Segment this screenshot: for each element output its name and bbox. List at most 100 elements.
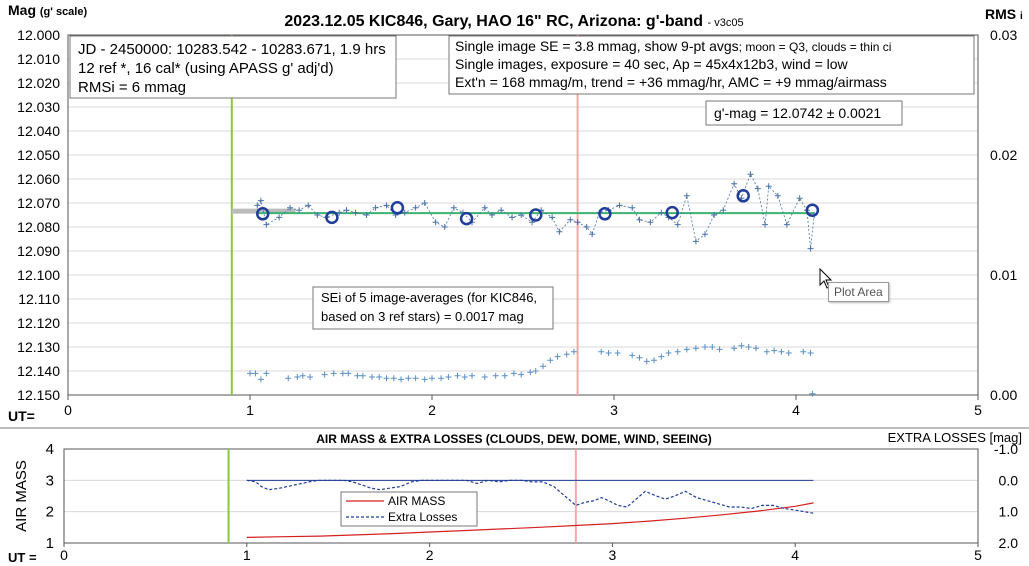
bottom-y-tick-label: 4 [46, 441, 54, 458]
rmsi-point [429, 375, 435, 382]
rmsi-point [771, 347, 778, 354]
rmsi-point [252, 370, 259, 377]
single-image-point [481, 204, 488, 211]
top-y2-tick-label: 0.03 [990, 27, 1017, 43]
rmsi-point [554, 353, 561, 360]
rmsi-point [702, 344, 708, 350]
single-image-point [556, 228, 563, 235]
rmsi-point [330, 370, 337, 377]
single-image-point [783, 221, 790, 228]
single-image-series [254, 171, 818, 252]
top-x-tick-label: 4 [792, 402, 800, 418]
average-point [255, 207, 270, 221]
rmsi-point [598, 348, 605, 355]
rmsi-point [716, 346, 723, 353]
top-y2-axis-title: RMS i [985, 6, 1023, 22]
average-point [598, 207, 612, 221]
single-image-point [372, 204, 379, 211]
average-point [736, 189, 750, 203]
single-image-point [498, 207, 505, 214]
gmag-box [705, 100, 903, 126]
single-image-point [489, 212, 496, 218]
single-image-point [287, 204, 294, 211]
average-point [390, 201, 405, 215]
info-exposure: Single images, exposure = 40 sec, Ap = 4… [455, 56, 849, 72]
rmsi-point [605, 350, 612, 356]
top-y-tick-label: 12.020 [17, 75, 60, 91]
mean-mag-line [231, 208, 815, 215]
rmsi-point [368, 374, 375, 380]
single-image-point [401, 209, 408, 216]
rmsi-point [454, 372, 461, 379]
plot-area-tooltip: Plot Area [828, 282, 889, 302]
bottom-plot-area[interactable] [63, 448, 979, 544]
bottom-x-tick-label: 3 [609, 547, 617, 563]
rmsi-point [629, 352, 636, 359]
top-y-tick-label: 12.040 [17, 123, 60, 139]
rmsi-point [294, 374, 301, 380]
rmsi-point [469, 372, 476, 379]
rmsi-point [461, 374, 468, 380]
info-box-left [69, 35, 397, 99]
bottom-x-tick-label: 4 [791, 547, 799, 563]
rmsi-series [247, 342, 816, 397]
single-image-point [765, 183, 772, 190]
bottom-x-tick-labels: 0 1 2 3 4 5 [60, 543, 982, 563]
top-y-tick-label: 12.080 [17, 219, 60, 235]
rmsi-point [800, 348, 807, 355]
bottom-gridlines [64, 479, 978, 513]
rmsi-point [481, 374, 488, 380]
single-image-point [683, 192, 690, 199]
air-mass-line [246, 502, 814, 538]
single-image-point [629, 204, 636, 211]
info-single-image-se: Single image SE = 3.8 mmag, show 9-pt av… [455, 38, 891, 54]
single-image-point [796, 195, 803, 202]
top-y-tick-label: 12.030 [17, 99, 60, 115]
rmsi-point [263, 370, 270, 377]
bottom-marker-lines [227, 449, 577, 543]
rmsi-point [745, 344, 752, 350]
top-y2-tick-label: 0.01 [990, 267, 1017, 283]
top-y-tick-label: 12.070 [17, 195, 60, 211]
rmsi-point [763, 348, 770, 355]
single-image-point [774, 192, 781, 199]
rmsi-point [683, 346, 690, 353]
rmsi-point [778, 348, 785, 355]
single-image-point [257, 197, 264, 204]
rmsi-point [518, 371, 525, 378]
top-x-axis-title: UT= [8, 408, 35, 424]
top-y-tick-label: 12.010 [17, 51, 60, 67]
info-ref-stars: 12 ref *, 16 cal* (using APASS g' adj'd) [78, 60, 334, 77]
single-image-point [616, 202, 623, 209]
single-image-point [711, 212, 718, 218]
rmsi-point [651, 357, 658, 364]
gmag-value: g'-mag = 12.0742 ± 0.0021 [714, 105, 881, 121]
single-image-point [305, 202, 312, 209]
extra-losses-line [246, 479, 814, 514]
rmsi-point [492, 372, 499, 379]
sei-line-2: based on 3 ref stars) = 0.0017 mag [321, 309, 524, 324]
rmsi-point [692, 345, 699, 352]
rmsi-point [445, 374, 452, 380]
top-y-tick-label: 12.100 [17, 267, 60, 283]
top-plot-area[interactable] [67, 34, 979, 396]
rmsi-point [438, 375, 445, 382]
rmsi-point [257, 376, 264, 383]
rmsi-point [398, 376, 405, 383]
rmsi-point [540, 363, 547, 370]
bottom-x-tick-label: 5 [974, 547, 982, 563]
single-image-point [731, 180, 738, 187]
rmsi-point [421, 376, 428, 383]
bottom-y2-axis-title: EXTRA LOSSES [mag] [888, 430, 1022, 445]
rmsi-point [285, 375, 292, 382]
single-image-point [336, 209, 343, 216]
rmsi-point [665, 350, 672, 356]
top-y2-tick-label: 0.00 [990, 387, 1017, 403]
single-image-point [574, 219, 581, 226]
info-box-right [448, 35, 975, 95]
rmsi-point [321, 371, 328, 378]
average-point [325, 210, 339, 225]
single-image-point [432, 219, 439, 226]
rmsi-point [247, 370, 253, 377]
